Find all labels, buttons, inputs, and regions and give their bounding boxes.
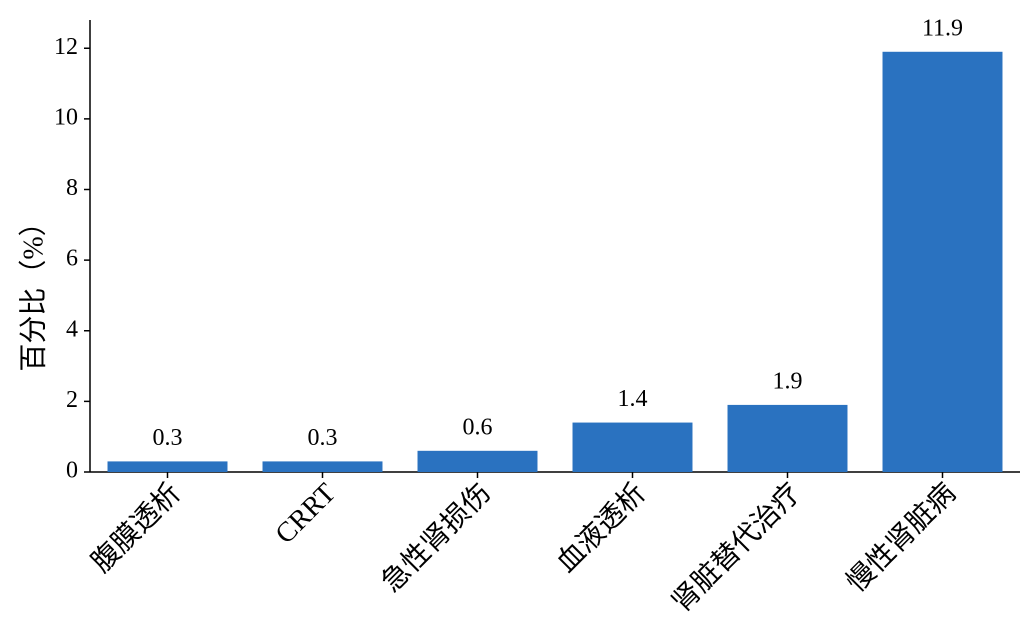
- x-tick-label: 急性肾损伤: [375, 477, 497, 599]
- x-tick-label: 血液透析: [550, 477, 652, 579]
- x-tick-label: 腹膜透析: [85, 477, 187, 579]
- value-label: 11.9: [922, 15, 963, 41]
- y-tick-label: 10: [54, 104, 78, 130]
- value-label: 0.6: [463, 414, 493, 440]
- y-tick-label: 6: [66, 246, 78, 272]
- value-label: 0.3: [308, 425, 338, 451]
- value-label: 1.4: [618, 386, 648, 412]
- bar: [417, 450, 538, 472]
- y-tick-label: 0: [66, 458, 78, 484]
- bar: [107, 461, 228, 472]
- bar: [572, 422, 693, 472]
- bar: [262, 461, 383, 472]
- y-tick-label: 12: [54, 34, 78, 60]
- x-tick-label: CRRT: [270, 478, 342, 550]
- value-label: 1.9: [773, 368, 803, 394]
- x-tick-label: 慢性肾脏病: [840, 477, 962, 599]
- bar: [727, 404, 848, 472]
- y-tick-label: 4: [66, 316, 78, 342]
- y-axis-label: 百分比（%）: [17, 208, 49, 371]
- value-label: 0.3: [153, 425, 183, 451]
- bar: [882, 51, 1003, 472]
- y-tick-label: 8: [66, 175, 78, 201]
- y-tick-label: 2: [66, 387, 78, 413]
- x-tick-label: 肾脏替代治疗: [666, 477, 807, 618]
